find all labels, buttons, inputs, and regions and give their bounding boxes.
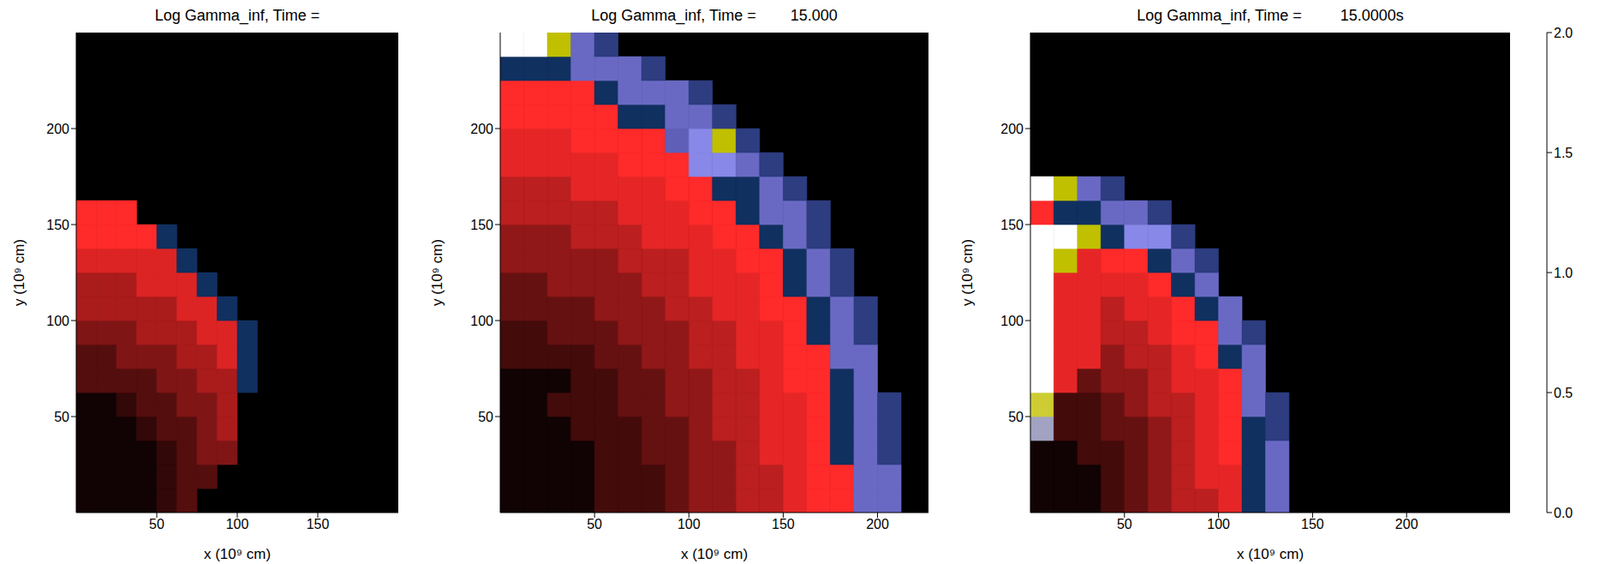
svg-text:100: 100 [46,313,70,329]
svg-text:50: 50 [1116,516,1133,532]
svg-text:150: 150 [306,516,330,532]
svg-text:0.0: 0.0 [1553,505,1573,520]
svg-text:200: 200 [46,121,70,137]
svg-text:x (10⁹ cm): x (10⁹ cm) [680,545,748,562]
svg-text:100: 100 [226,516,250,532]
svg-text:0.5: 0.5 [1553,385,1573,400]
svg-text:150: 150 [470,217,494,233]
svg-text:150: 150 [1301,516,1325,532]
svg-text:50: 50 [586,516,603,532]
html-text:Log Gamma_inf, Time = 15.0000s: Log Gamma_inf, Time = 15.0000s [1136,6,1404,24]
svg-text:100: 100 [1206,516,1230,532]
html-text:Log Gamma_inf, Time =: Log Gamma_inf, Time = [154,6,320,24]
svg-text:150: 150 [1000,217,1024,233]
svg-text:x (10⁹ cm): x (10⁹ cm) [1236,545,1304,562]
svg-text:200: 200 [1395,516,1419,532]
svg-text:50: 50 [53,409,70,424]
svg-text:150: 150 [771,516,795,532]
svg-text:150: 150 [46,217,70,233]
svg-text:100: 100 [1000,313,1024,329]
svg-text:200: 200 [1000,121,1024,137]
html-text:Log Gamma_inf, Time = 15.000: Log Gamma_inf, Time = 15.000 [591,6,838,24]
svg-text:200: 200 [865,516,890,532]
svg-text:50: 50 [1008,409,1024,424]
svg-text:50: 50 [477,409,494,424]
svg-text:200: 200 [470,121,494,137]
svg-text:100: 100 [677,516,701,532]
svg-text:1.5: 1.5 [1553,145,1573,161]
svg-text:x (10⁹ cm): x (10⁹ cm) [203,545,271,562]
svg-text:2.0: 2.0 [1553,25,1573,41]
svg-text:y (10⁹ cm): y (10⁹ cm) [11,238,28,306]
svg-text:50: 50 [149,516,165,532]
svg-text:y (10⁹ cm): y (10⁹ cm) [429,238,446,306]
svg-text:1.0: 1.0 [1553,265,1573,281]
svg-text:100: 100 [470,313,494,329]
svg-text:y (10⁹ cm): y (10⁹ cm) [959,238,976,306]
